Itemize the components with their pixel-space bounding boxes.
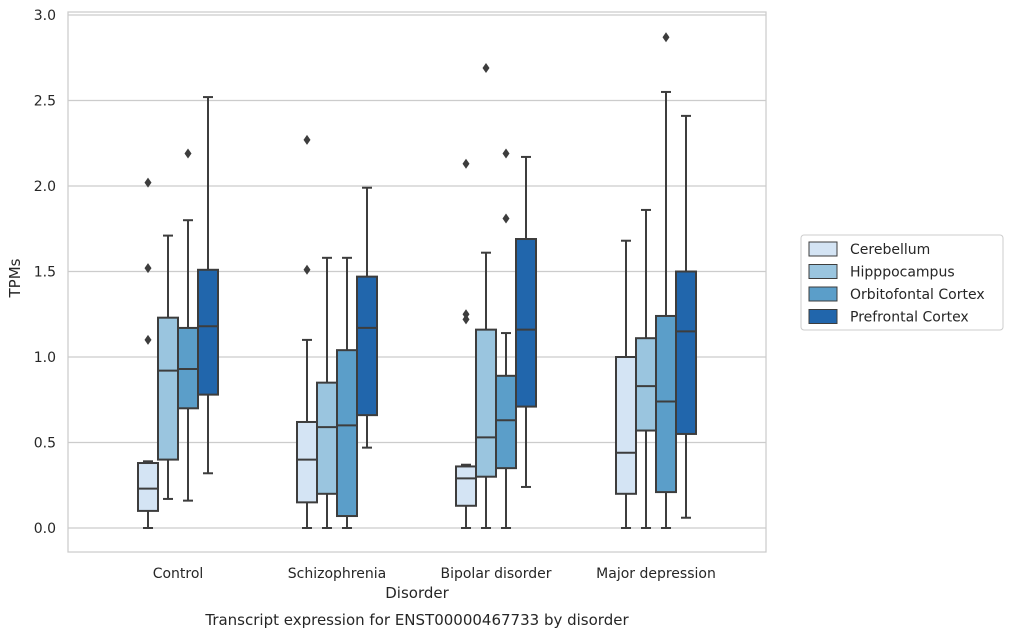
outlier-point xyxy=(144,334,152,345)
legend-swatch xyxy=(808,286,838,302)
chart-caption: Transcript expression for ENST0000046773… xyxy=(204,611,629,629)
box-iqr xyxy=(515,238,537,408)
y-tick-label: 2.5 xyxy=(34,94,56,110)
box-iqr xyxy=(455,465,477,507)
box-iqr xyxy=(655,314,677,494)
box-iqr xyxy=(675,270,697,435)
legend-label: Hipppocampus xyxy=(850,265,955,281)
box-prefrontal-cortex xyxy=(197,96,219,475)
outlier-point xyxy=(144,263,152,274)
box-prefrontal-cortex xyxy=(675,114,697,519)
box-hipppocampus xyxy=(475,63,497,529)
box-hipppocampus xyxy=(316,256,338,529)
legend-swatch xyxy=(808,264,838,279)
outlier-point xyxy=(662,32,670,43)
outlier-point xyxy=(462,309,470,320)
y-tick-label: 0.0 xyxy=(34,521,56,537)
box-iqr xyxy=(316,381,338,495)
y-tick-label: 3.0 xyxy=(34,8,56,24)
legend-label: Orbitofontal Cortex xyxy=(850,287,985,303)
x-tick-label: Bipolar disorder xyxy=(440,566,551,582)
outlier-point xyxy=(303,264,311,275)
box-cerebellum xyxy=(296,134,318,529)
box-orbitofontal-cortex xyxy=(336,256,358,529)
outlier-point xyxy=(184,148,192,159)
x-axis-label: Disorder xyxy=(385,584,449,602)
legend-label: Prefrontal Cortex xyxy=(850,310,969,326)
box-cerebellum xyxy=(615,239,637,529)
x-tick-label: Schizophrenia xyxy=(288,566,386,582)
box-orbitofontal-cortex xyxy=(495,148,517,529)
outlier-point xyxy=(502,213,510,224)
outlier-point xyxy=(144,177,152,188)
outlier-point xyxy=(502,148,510,159)
box-iqr xyxy=(356,275,378,417)
outlier-point xyxy=(462,158,470,169)
y-tick-label: 0.5 xyxy=(34,436,56,452)
box-hipppocampus xyxy=(157,234,179,500)
box-iqr xyxy=(495,374,517,470)
y-axis-label: TPMs xyxy=(6,258,24,298)
legend-swatch xyxy=(808,309,838,324)
boxes xyxy=(137,32,697,529)
legend-swatch xyxy=(808,241,838,257)
box-prefrontal-cortex xyxy=(515,155,537,488)
legend: Cerebellum Hipppocampus Orbitofontal Corte… xyxy=(800,234,1004,331)
box-iqr xyxy=(635,337,657,432)
box-iqr xyxy=(296,420,318,504)
x-tick-label: Control xyxy=(153,566,204,582)
box-orbitofontal-cortex xyxy=(177,148,199,502)
box-iqr xyxy=(137,462,159,512)
box-iqr xyxy=(197,268,219,396)
y-tick-label: 2.0 xyxy=(34,179,56,195)
y-axis-ticks: 0.0 0.5 1.0 1.5 2.0 2.5 3.0 xyxy=(34,8,56,537)
outlier-point xyxy=(482,63,490,74)
box-hipppocampus xyxy=(635,208,657,529)
legend-frame xyxy=(800,234,1004,331)
box-iqr xyxy=(615,356,637,495)
outlier-point xyxy=(303,134,311,145)
box-iqr xyxy=(475,328,497,478)
outlier-point xyxy=(462,314,470,325)
box-cerebellum xyxy=(455,158,477,529)
box-prefrontal-cortex xyxy=(356,186,378,449)
box-iqr xyxy=(336,349,358,518)
x-axis-ticks: Control Schizophrenia Bipolar disorder Majo… xyxy=(153,566,716,582)
y-tick-label: 1.5 xyxy=(34,265,56,281)
x-tick-label: Major depression xyxy=(596,566,716,582)
legend-label: Cerebellum xyxy=(850,242,930,258)
plot-frame xyxy=(67,11,767,553)
box-orbitofontal-cortex xyxy=(655,32,677,529)
y-tick-label: 1.0 xyxy=(34,350,56,366)
box-cerebellum xyxy=(137,177,159,529)
box-iqr xyxy=(157,316,179,461)
